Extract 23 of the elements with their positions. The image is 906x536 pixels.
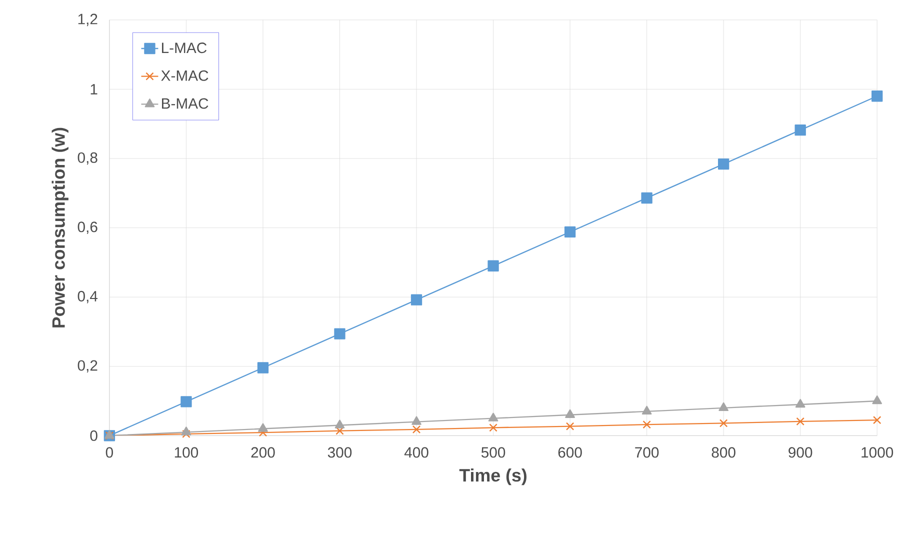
y-tick-label: 0,4 (78, 290, 98, 304)
x-tick-label: 900 (788, 446, 812, 458)
x-tick-label: 700 (635, 446, 659, 458)
y-axis-title: Power consumption (w) (52, 128, 68, 328)
legend-label: L-MAC (162, 42, 207, 53)
x-tick-label: 300 (328, 446, 352, 458)
x-tick-label: 400 (404, 446, 428, 458)
y-tick-label: 1 (90, 84, 98, 94)
x-tick-label: 500 (481, 446, 506, 458)
x-tick-label: 200 (251, 446, 275, 458)
x-tick-label: 0 (106, 446, 113, 458)
x-axis-title: Time (s) (459, 468, 526, 485)
y-tick-label: 0,8 (78, 152, 98, 164)
x-tick-label: 600 (558, 446, 582, 458)
x-tick-label: 1000 (862, 446, 894, 458)
y-tick-label: 0,6 (78, 221, 98, 234)
x-tick-label: 800 (712, 446, 736, 458)
y-tick-label: 0,2 (78, 360, 98, 372)
legend-label: X-MAC (161, 70, 208, 81)
y-tick-label: 1,2 (78, 14, 98, 26)
y-tick-label: 0 (90, 430, 98, 441)
x-tick-label: 100 (174, 446, 198, 458)
legend-label: B-MAC (162, 98, 208, 109)
